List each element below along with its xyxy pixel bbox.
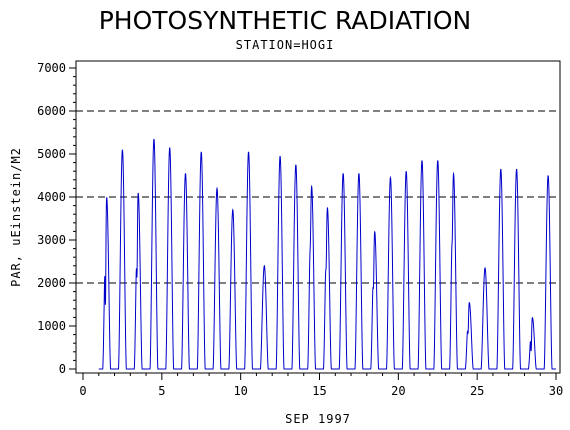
y-tick-label: 0 xyxy=(59,362,66,376)
chart-subtitle: STATION=HOGI xyxy=(235,38,335,52)
y-tick-label: 4000 xyxy=(37,190,66,204)
y-tick-label: 1000 xyxy=(37,319,66,333)
reference-lines xyxy=(76,110,560,284)
y-axis-label: PAR, uEinstein/M2 xyxy=(9,147,23,287)
x-tick-label: 30 xyxy=(549,384,563,398)
y-tick-label: 3000 xyxy=(37,233,66,247)
x-axis-label: SEP 1997 xyxy=(285,412,351,426)
y-axis: 0 1000 2000 3000 4000 5000 6000 7000 xyxy=(37,61,76,376)
y-tick-label: 6000 xyxy=(37,104,66,118)
x-tick-label: 25 xyxy=(470,384,484,398)
x-tick-label: 10 xyxy=(233,384,247,398)
x-tick-label: 0 xyxy=(79,384,86,398)
series-line-0 xyxy=(98,138,556,370)
plot-frame xyxy=(75,60,561,374)
x-tick-label: 20 xyxy=(391,384,405,398)
y-tick-label: 5000 xyxy=(37,147,66,161)
y-tick-label: 7000 xyxy=(37,61,66,75)
x-tick-label: 15 xyxy=(312,384,326,398)
chart-title: PHOTOSYNTHETIC RADIATION xyxy=(98,6,472,35)
series-group xyxy=(98,138,556,370)
x-tick-label: 5 xyxy=(158,384,165,398)
y-tick-label: 2000 xyxy=(37,276,66,290)
x-axis: 0 5 10 15 20 25 30 xyxy=(79,373,563,398)
